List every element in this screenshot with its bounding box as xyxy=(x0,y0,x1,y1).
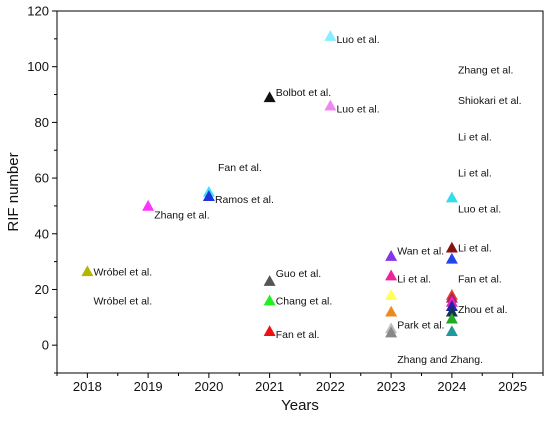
x-tick-label: 2019 xyxy=(134,379,163,394)
point-label: Luo et al. xyxy=(336,34,379,46)
triangle-point xyxy=(81,265,94,277)
point-label: Fan et al. xyxy=(218,162,262,174)
y-tick-label: 80 xyxy=(35,115,49,130)
triangle-point xyxy=(142,199,155,211)
triangle-point xyxy=(445,191,458,203)
point-label: Luo et al. xyxy=(458,204,501,216)
x-tick-label: 2018 xyxy=(73,379,102,394)
triangle-point xyxy=(263,325,276,337)
y-axis-title: RIF number xyxy=(5,152,22,231)
triangle-point xyxy=(445,305,458,317)
triangle-point xyxy=(445,325,458,337)
point-label: Wan et al. xyxy=(397,245,444,257)
point-label: Luo et al. xyxy=(336,103,379,115)
triangle-point xyxy=(385,269,398,281)
point-label: Fan et al. xyxy=(458,273,502,285)
point-label: Li et al. xyxy=(458,243,492,255)
point-label: Zhang and Zhang. xyxy=(397,354,483,366)
point-labels: Wróbel et al. Wróbel et al. Zhang et al. Fa… xyxy=(93,34,521,366)
triangle-point xyxy=(324,30,337,41)
point-label: Wróbel et al. xyxy=(93,266,152,278)
triangle-point xyxy=(324,99,337,111)
triangle-point xyxy=(445,252,458,264)
point-label: Li et al. xyxy=(458,168,492,180)
triangle-point xyxy=(445,241,458,253)
point-label: Shiokari et al. xyxy=(458,95,522,107)
x-axis-title: Years xyxy=(281,397,319,414)
y-tick-label: 120 xyxy=(27,4,49,19)
point-label: Li et al. xyxy=(458,131,492,143)
triangle-point xyxy=(385,305,398,317)
y-tick-label: 100 xyxy=(27,59,49,74)
triangle-point xyxy=(385,326,398,338)
point-label: Chang et al. xyxy=(276,296,333,308)
point-label: Zhang et al. xyxy=(458,64,513,76)
point-label: Li et al. xyxy=(397,273,431,285)
point-label: Park et al. xyxy=(397,319,444,331)
triangle-point xyxy=(445,312,458,324)
triangle-point xyxy=(202,190,215,201)
y-tick-label: 0 xyxy=(42,338,49,353)
y-tick-label: 40 xyxy=(35,226,49,241)
x-tick-label: 2024 xyxy=(437,379,466,394)
x-tick-label: 2025 xyxy=(498,379,527,394)
x-tick-label: 2022 xyxy=(316,379,345,394)
y-axis-ticks: 0 20 40 60 80 100 120 xyxy=(27,4,57,374)
x-tick-label: 2021 xyxy=(255,379,284,394)
triangle-point xyxy=(385,250,398,261)
y-tick-label: 20 xyxy=(35,282,49,297)
x-axis-ticks: 2018 2019 2020 2021 2022 2023 2024 2025 xyxy=(56,373,544,394)
triangle-point xyxy=(385,289,398,300)
point-label: Zhou et al. xyxy=(458,304,508,316)
point-label: Bolbot et al. xyxy=(276,87,331,99)
y-tick-label: 60 xyxy=(35,171,49,186)
triangle-point xyxy=(263,275,276,286)
triangle-point xyxy=(263,294,276,306)
point-label: Guo et al. xyxy=(276,268,322,280)
triangle-point xyxy=(445,300,458,311)
point-label: Zhang et al. xyxy=(154,209,209,221)
point-label: Wróbel et al. xyxy=(93,296,152,308)
data-points xyxy=(81,30,458,338)
x-tick-label: 2023 xyxy=(377,379,406,394)
x-tick-label: 2020 xyxy=(194,379,223,394)
point-label: Fan et al. xyxy=(276,329,320,341)
triangle-point xyxy=(263,91,276,103)
point-label: Ramos et al. xyxy=(215,194,274,206)
